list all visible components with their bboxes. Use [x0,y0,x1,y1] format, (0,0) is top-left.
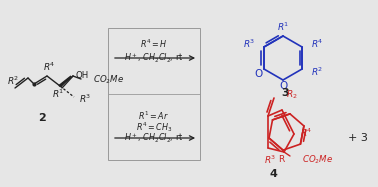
Text: $R^4$: $R^4$ [311,38,324,50]
Text: O: O [280,81,288,91]
Text: $R^2$: $R^2$ [7,75,19,87]
Text: R: R [278,155,284,164]
Text: $R_2$: $R_2$ [286,89,297,101]
Text: $R^1 = Ar$: $R^1 = Ar$ [138,110,169,122]
Text: 3: 3 [281,88,289,98]
Text: $R^1$: $R^1$ [52,88,64,100]
Bar [108,28,200,160]
Text: $R^4 = CH_3$: $R^4 = CH_3$ [136,120,172,134]
Text: $R^4 = H$: $R^4 = H$ [140,38,168,50]
Text: $H^+$, $CH_2Cl_2$, rt: $H^+$, $CH_2Cl_2$, rt [124,131,184,145]
Text: $R^3$: $R^3$ [243,38,255,50]
Text: $R^4$: $R^4$ [300,127,313,139]
Text: $R^1$: $R^1$ [277,21,289,33]
Text: $R^3$: $R^3$ [264,154,276,166]
Text: O: O [255,69,263,79]
Text: OH: OH [76,70,89,79]
Text: $CO_2Me$: $CO_2Me$ [302,154,333,166]
Text: 2: 2 [38,113,46,123]
Text: $R^4$: $R^4$ [43,61,55,73]
Text: $R^2$: $R^2$ [311,66,324,78]
Text: $H^+$, $CH_2Cl_2$, rt: $H^+$, $CH_2Cl_2$, rt [124,51,184,65]
Text: $CO_2Me$: $CO_2Me$ [93,74,124,86]
Polygon shape [59,76,71,87]
Text: + 3: + 3 [348,133,368,143]
Text: 4: 4 [269,169,277,179]
Text: $R^3$: $R^3$ [79,93,91,105]
